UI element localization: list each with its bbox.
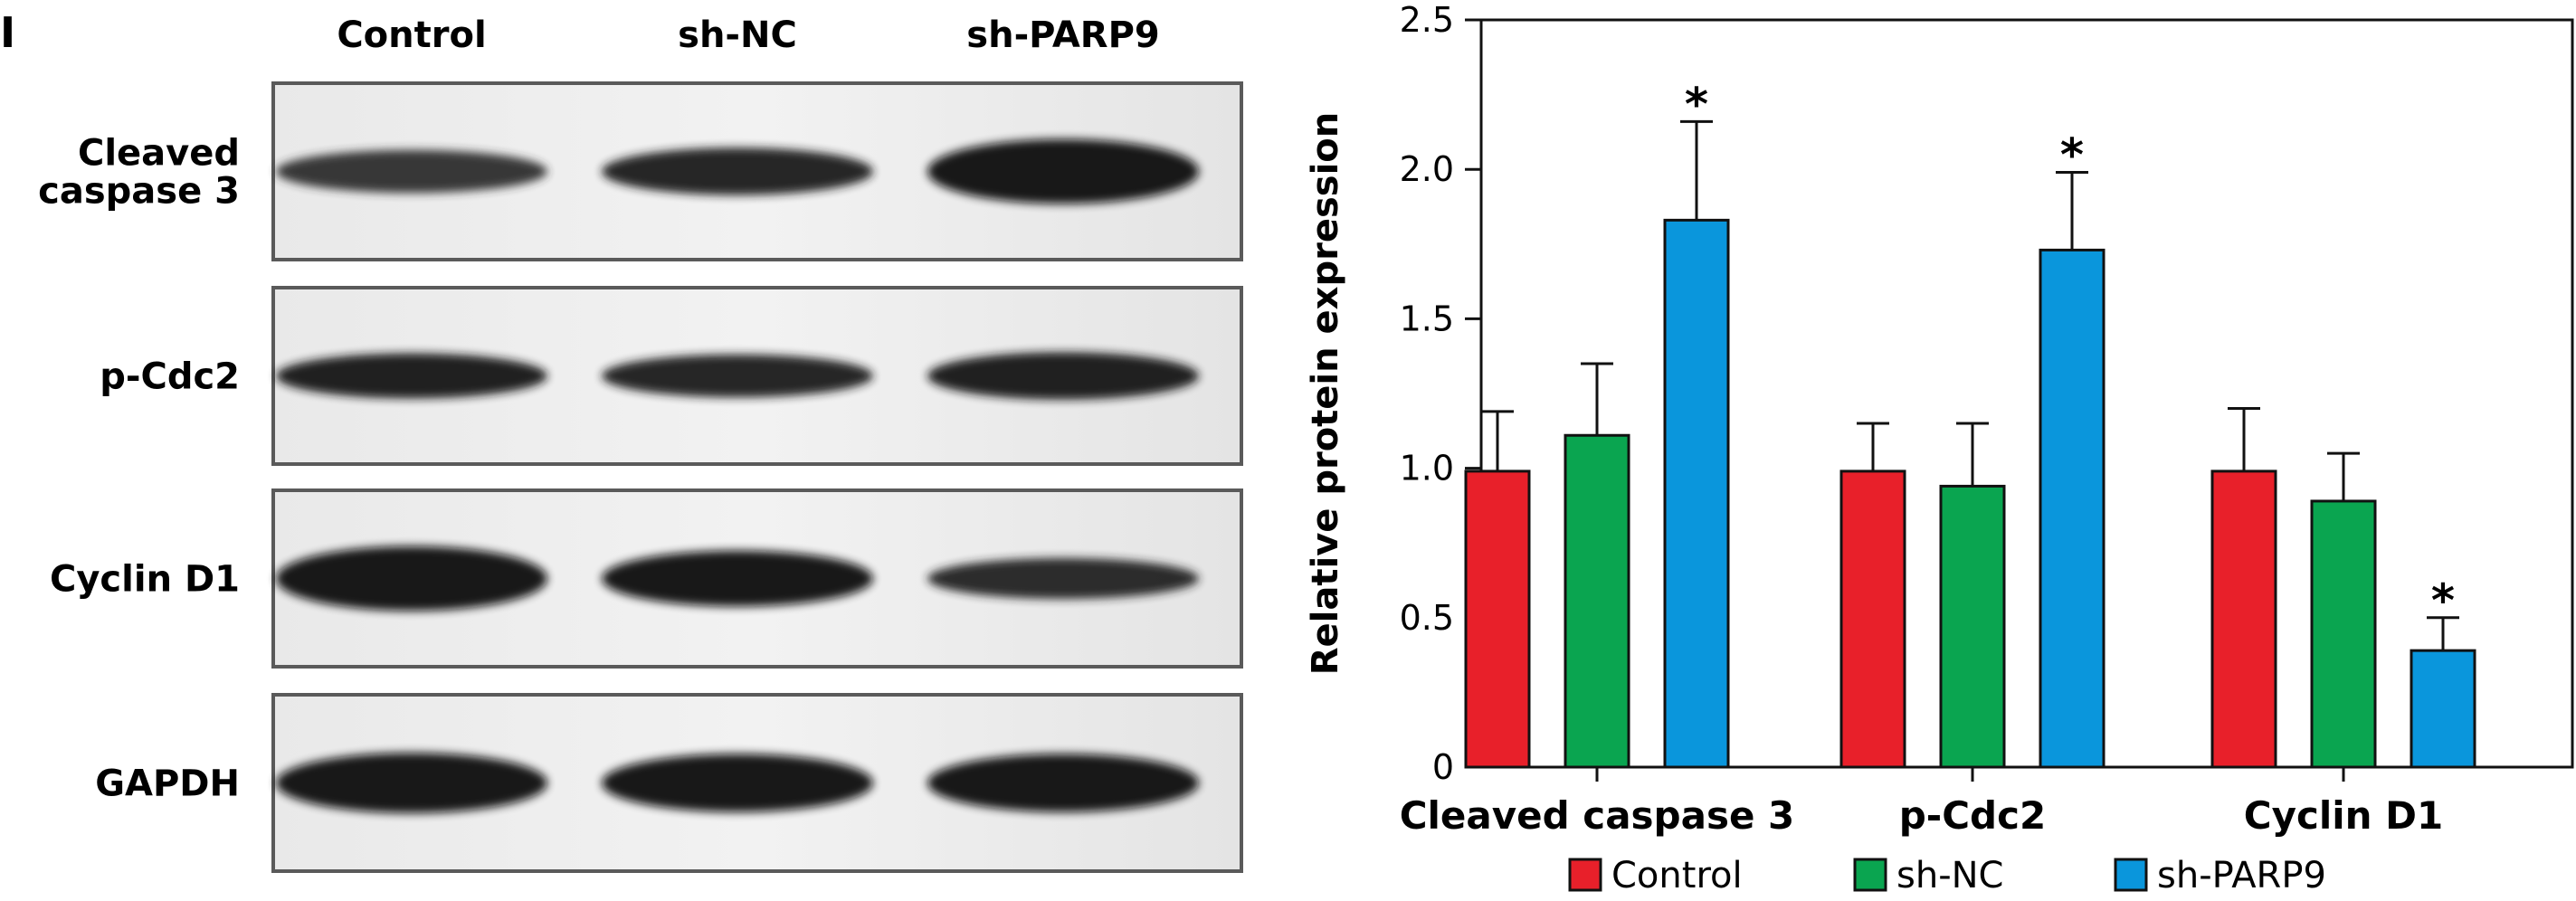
lane-labels: Control sh-NC sh-PARP9 [337, 14, 1159, 56]
chart-axes [1479, 18, 2574, 769]
blot-row-label: caspase 3 [38, 171, 240, 213]
blot-row-label: p-Cdc2 [100, 356, 240, 398]
bar [1663, 218, 1730, 769]
x-category-label: Cleaved caspase 3 [1400, 793, 1795, 838]
bars [1464, 218, 2476, 769]
bar [2210, 469, 2277, 769]
x-category-label: Cyclin D1 [2244, 793, 2444, 838]
lane-label: sh-PARP9 [966, 14, 1159, 56]
blot-row: Cyclin D1 [50, 488, 1243, 669]
y-tick-label: 1.5 [1400, 299, 1454, 338]
protein-band [276, 545, 547, 612]
blot-row-label: Cyclin D1 [50, 559, 240, 601]
y-tick-label: 2.0 [1400, 149, 1454, 189]
protein-band [602, 550, 873, 607]
y-tick-label: 2.5 [1400, 0, 1454, 40]
legend-swatch [1568, 858, 1602, 892]
blot-row: p-Cdc2 [100, 286, 1243, 466]
lane-label: sh-NC [678, 14, 797, 56]
protein-band [602, 754, 873, 812]
significance-markers: * * * [1685, 78, 2455, 626]
bar [1464, 469, 1531, 769]
legend-label: sh-NC [1896, 855, 2003, 896]
panel-letter: I [0, 8, 15, 57]
error-bars [1481, 119, 2459, 651]
lane-label: Control [337, 14, 486, 56]
significance-star: * [2431, 574, 2455, 627]
y-tick-label: 1.0 [1400, 449, 1454, 488]
protein-band [927, 754, 1199, 812]
bar [1839, 469, 1906, 769]
protein-band [927, 138, 1199, 204]
bar-chart: Relative protein expression 0 0.5 1.0 1.5 2.… [1305, 0, 2574, 896]
bar [1564, 433, 1630, 769]
plot-frame [1479, 18, 2574, 769]
legend-swatch [1853, 858, 1887, 892]
x-category-labels: Cleaved caspase 3 p-Cdc2 Cyclin D1 [1400, 767, 2444, 838]
significance-star: * [2060, 129, 2084, 182]
bar-chart-panel: Relative protein expression 0 0.5 1.0 1.5 2.… [1267, 0, 2576, 897]
blot-row: GAPDH [95, 693, 1243, 873]
protein-band [276, 149, 547, 194]
legend-label: sh-PARP9 [2157, 855, 2326, 896]
y-tick-label: 0.5 [1400, 598, 1454, 638]
x-category-label: p-Cdc2 [1899, 793, 2047, 838]
protein-band [602, 354, 873, 398]
protein-band [927, 557, 1199, 600]
y-axis-label: Relative protein expression [1305, 112, 1346, 676]
bar [2410, 649, 2476, 769]
blot-row-label: Cleaved [78, 133, 240, 175]
legend-label: Control [1611, 855, 1743, 896]
bar [2039, 248, 2105, 769]
protein-band [276, 353, 547, 399]
blot-row-label: GAPDH [95, 763, 240, 805]
y-ticks: 0 0.5 1.0 1.5 2.0 2.5 [1400, 0, 1481, 787]
protein-band [276, 753, 547, 813]
y-tick-label: 0 [1432, 747, 1454, 787]
protein-band [602, 147, 873, 195]
legend: Control sh-NC sh-PARP9 [1568, 855, 2326, 896]
significance-star: * [1685, 78, 1708, 130]
legend-swatch [2114, 858, 2148, 892]
western-blot-panel: I Control sh-NC sh-PARP9 Cleaved caspase 3 p… [0, 0, 1267, 897]
bar [2310, 499, 2377, 769]
protein-band [927, 352, 1199, 400]
bar [1939, 484, 2006, 769]
